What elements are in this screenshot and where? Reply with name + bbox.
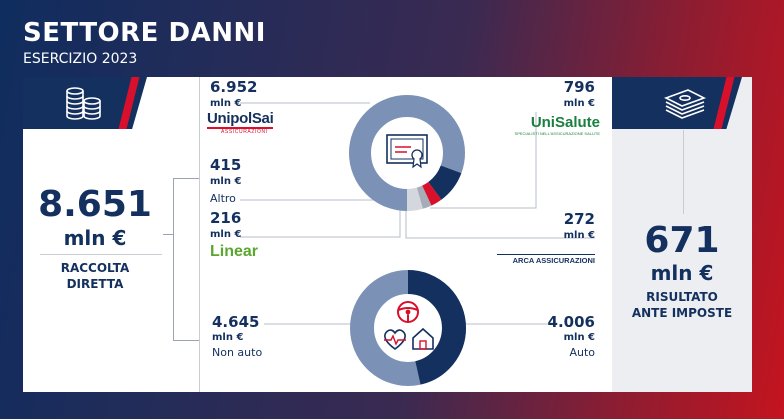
risultato-value: 671 [644, 220, 720, 261]
bracket [163, 234, 173, 235]
result-panel [612, 77, 752, 392]
raccolta-value: 8.651 [38, 184, 152, 225]
raccolta-unit: mln € [63, 226, 127, 250]
unisalute-unit: mln € [563, 98, 595, 109]
bottom-donut-chart [350, 270, 466, 386]
page-subtitle: ESERCIZIO 2023 [23, 51, 138, 67]
raccolta-label-1: RACCOLTA [60, 261, 130, 275]
linear-logo: Linear [210, 243, 259, 260]
unipolsai-unit: mln € [210, 98, 242, 109]
segment-auto [350, 270, 466, 386]
non-auto-unit: mln € [212, 332, 244, 343]
arca-value: 272 [563, 210, 595, 228]
coins-icon [60, 84, 108, 124]
column-divider [199, 77, 200, 392]
non-auto-caption: Non auto [212, 346, 263, 359]
bracket [173, 340, 199, 341]
altro-value: 415 [210, 156, 242, 174]
main-panel [23, 77, 612, 392]
non-auto-value: 4.645 [212, 313, 260, 331]
altro-unit: mln € [210, 176, 242, 187]
unipolsai-value: 6.952 [210, 78, 258, 96]
segment-altro [349, 95, 465, 211]
banknotes-icon [662, 88, 708, 120]
house-icon [410, 326, 436, 352]
arca-unit: mln € [563, 230, 595, 241]
bracket [173, 178, 199, 179]
steering-wheel-icon [395, 299, 421, 325]
top-donut-chart [349, 95, 465, 211]
risultato-label-1: RISULTATO [646, 290, 718, 304]
raccolta-divider [40, 254, 162, 255]
risultato-unit: mln € [650, 261, 714, 285]
altro-caption: Altro [210, 192, 236, 205]
unipolsai-logo: UnipolSai ASSICURAZIONI [207, 110, 274, 135]
result-connector [683, 130, 684, 214]
auto-value: 4.006 [547, 313, 595, 331]
arca-logo: ARCA ASSICURAZIONI [497, 254, 595, 265]
unisalute-logo: UniSalute SPECIALISTI NELL'ASSICURAZIONE… [514, 114, 600, 137]
page-title: SETTORE DANNI [23, 18, 266, 48]
auto-unit: mln € [563, 332, 595, 343]
certificate-icon [384, 131, 430, 171]
auto-caption: Auto [569, 346, 595, 359]
unisalute-value: 796 [563, 78, 595, 96]
bracket [173, 178, 174, 340]
linear-unit: mln € [210, 229, 242, 240]
linear-value: 216 [210, 209, 242, 227]
risultato-label-2: ANTE IMPOSTE [631, 306, 733, 320]
raccolta-label-2: DIRETTA [66, 277, 124, 291]
heart-health-icon [381, 326, 409, 352]
